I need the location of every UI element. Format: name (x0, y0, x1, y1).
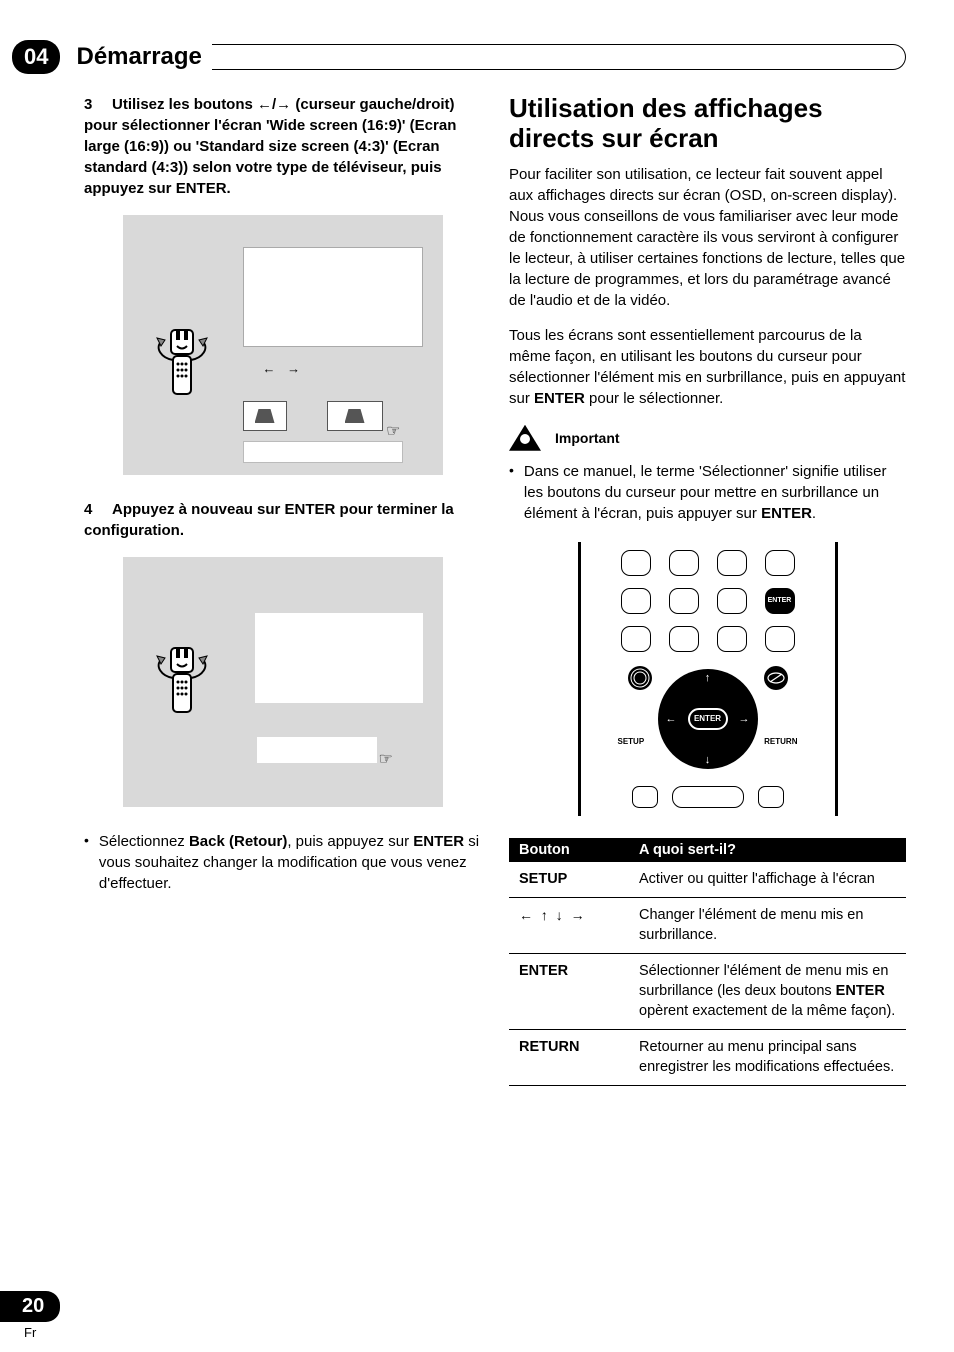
remote-button-icon (621, 588, 651, 614)
figure-screen-select: ← → (123, 215, 443, 475)
return-label: RETURN (764, 737, 797, 746)
dpad-up-icon: ↑ (705, 672, 711, 684)
osd-paragraph-2: Tous les écrans sont essentiellement par… (509, 325, 906, 409)
left-right-arrows-icon: ← → (263, 361, 305, 376)
important-label: Important (555, 430, 620, 446)
cell-button: SETUP (509, 862, 629, 898)
button-reference-table: Bouton A quoi sert-il? SETUP Activer ou … (509, 838, 906, 1087)
figure-tv-screen (243, 247, 423, 347)
back-note-text: Sélectionnez Back (Retour), puis appuyez… (99, 831, 481, 894)
table-row: ← ↑ ↓ → Changer l'élément de menu mis en… (509, 898, 906, 954)
remote-button-icon (765, 550, 795, 576)
remote-button-icon (621, 626, 651, 652)
remote-button-icon (669, 588, 699, 614)
step-4: 4Appuyez à nouveau sur ENTER pour termin… (84, 499, 481, 541)
remote-button-icon (765, 626, 795, 652)
step-4-text: Appuyez à nouveau sur ENTER pour termine… (84, 501, 454, 539)
remote-row-1 (621, 550, 795, 576)
back-note: • Sélectionnez Back (Retour), puis appuy… (84, 831, 481, 894)
chapter-number-badge: 04 (12, 40, 60, 74)
remote-button-icon (717, 626, 747, 652)
tv-4-3-icon (243, 401, 287, 431)
robot-mascot-icon (151, 324, 213, 419)
chapter-rule (212, 44, 906, 70)
cell-function: Changer l'élément de menu mis en surbril… (629, 898, 906, 954)
chapter-title: Démarrage (76, 43, 201, 71)
remote-button-icon (632, 786, 658, 808)
table-row: RETURN Retourner au menu principal sans … (509, 1030, 906, 1086)
cell-button: ENTER (509, 954, 629, 1030)
robot-mascot-icon (151, 642, 213, 737)
step-3-number: 3 (84, 94, 112, 115)
content-columns: 3Utilisez les boutons ←/→ (curseur gauch… (0, 94, 906, 1086)
page-number-badge: 20 (0, 1291, 60, 1322)
corner-button-tl-icon (628, 666, 652, 690)
important-text: Dans ce manuel, le terme 'Sélectionner' … (524, 461, 906, 524)
figure-caption-bar (243, 441, 403, 463)
step-3: 3Utilisez les boutons ←/→ (curseur gauch… (84, 94, 481, 199)
table-row: SETUP Activer ou quitter l'affichage à l… (509, 862, 906, 898)
remote-dpad: ↑ ↓ ← → ENTER SETUP RETURN (618, 664, 798, 774)
chapter-header: 04 Démarrage (12, 40, 906, 74)
step-4-number: 4 (84, 499, 112, 520)
table-header-button: Bouton (509, 838, 629, 862)
remote-enter-top-button-icon: ENTER (765, 588, 795, 614)
table-row: ENTER Sélectionner l'élément de menu mis… (509, 954, 906, 1030)
figure-finish-setup: ☞ (123, 557, 443, 807)
remote-control-figure: ENTER ↑ ↓ ← → ENTER S (578, 542, 838, 816)
dpad-right-icon: → (739, 713, 750, 725)
remote-button-icon (717, 550, 747, 576)
corner-button-tr-icon (764, 666, 788, 690)
cell-function: Activer ou quitter l'affichage à l'écran (629, 862, 906, 898)
figure2-screen (255, 613, 423, 703)
section-heading: Utilisation des affichages directs sur é… (509, 94, 906, 154)
hand-pointer-icon: ☞ (379, 749, 393, 769)
remote-wide-button-icon (672, 786, 744, 808)
dpad-enter-button-icon: ENTER (688, 708, 728, 730)
figure2-button (257, 737, 377, 763)
step-3-text: Utilisez les boutons ←/→ (curseur gauche… (84, 96, 456, 197)
cell-button: RETURN (509, 1030, 629, 1086)
left-column: 3Utilisez les boutons ←/→ (curseur gauch… (84, 94, 481, 1086)
dpad-down-icon: ↓ (705, 754, 711, 766)
tv-16-9-icon (327, 401, 383, 431)
cell-function: Sélectionner l'élément de menu mis en su… (629, 954, 906, 1030)
remote-button-icon (758, 786, 784, 808)
aspect-ratio-options: ☞ (243, 401, 383, 431)
remote-button-icon (717, 588, 747, 614)
cell-function: Retourner au menu principal sans enregis… (629, 1030, 906, 1086)
dpad-left-icon: ← (666, 713, 677, 725)
table-body: SETUP Activer ou quitter l'affichage à l… (509, 862, 906, 1086)
remote-button-icon (621, 550, 651, 576)
table-header-function: A quoi sert-il? (629, 838, 906, 862)
hand-pointer-icon: ☞ (386, 421, 400, 441)
warning-triangle-icon (509, 425, 541, 451)
remote-button-icon (669, 550, 699, 576)
important-note: • Dans ce manuel, le terme 'Sélectionner… (509, 461, 906, 524)
right-column: Utilisation des affichages directs sur é… (509, 94, 906, 1086)
remote-button-icon (669, 626, 699, 652)
remote-bottom-row (632, 786, 784, 808)
bullet-icon: • (84, 831, 89, 894)
bullet-icon: • (509, 461, 514, 524)
remote-row-2: ENTER (621, 588, 795, 614)
osd-paragraph-1: Pour faciliter son utilisation, ce lecte… (509, 164, 906, 311)
setup-label: SETUP (618, 737, 645, 746)
remote-row-3 (621, 626, 795, 652)
language-code: Fr (24, 1325, 36, 1340)
cell-button-arrows-icon: ← ↑ ↓ → (509, 898, 629, 954)
important-heading: Important (509, 425, 906, 451)
